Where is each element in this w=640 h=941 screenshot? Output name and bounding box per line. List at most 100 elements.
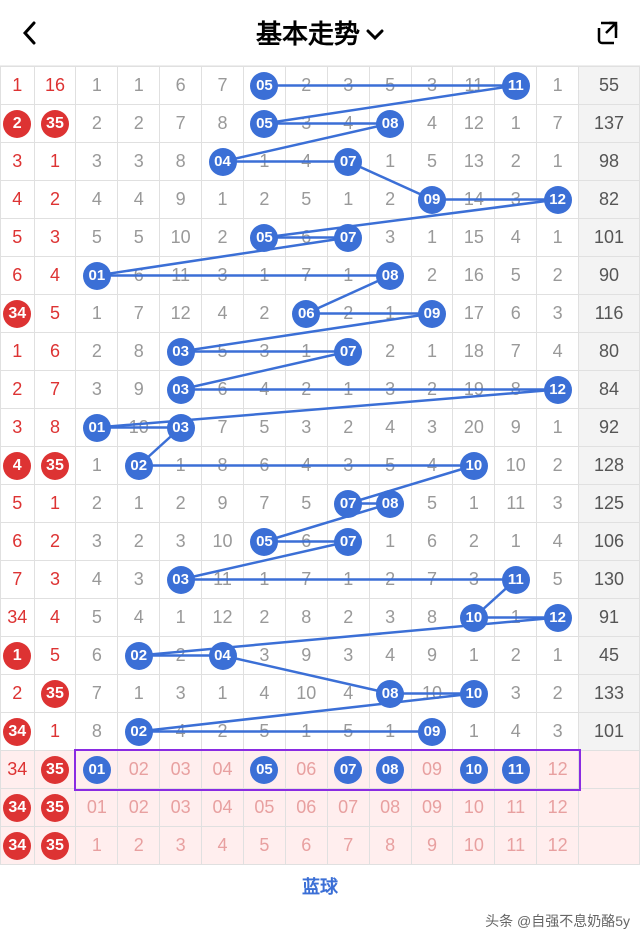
sum-cell: 101: [579, 219, 640, 257]
cell: 4: [76, 181, 118, 219]
cell: 05: [243, 789, 285, 827]
sum-cell: 84: [579, 371, 640, 409]
cell: 1: [243, 143, 285, 181]
cell: 05: [243, 751, 285, 789]
cell: 4: [76, 561, 118, 599]
title-text: 基本走势: [256, 14, 360, 51]
cell: 3: [243, 637, 285, 675]
cell: 2: [243, 295, 285, 333]
sum-cell: [579, 751, 640, 789]
cell: 12: [537, 751, 579, 789]
cell: 11: [160, 257, 202, 295]
cell: 3: [537, 295, 579, 333]
page-title[interactable]: 基本走势: [256, 14, 384, 51]
index-b: 35: [34, 675, 76, 713]
cell: 2: [285, 371, 327, 409]
cell: 1: [453, 485, 495, 523]
cell: 12: [160, 295, 202, 333]
cell: 10: [118, 409, 160, 447]
cell: 8: [495, 371, 537, 409]
index-a: 2: [1, 105, 35, 143]
share-button[interactable]: [580, 19, 620, 47]
cell: 4: [411, 105, 453, 143]
cell: 1: [537, 409, 579, 447]
cell: 07: [327, 143, 369, 181]
trend-table-wrap: 1161167052353111115523522780534084121713…: [0, 66, 640, 865]
cell: 1: [243, 257, 285, 295]
cell: 1: [411, 219, 453, 257]
cell: 3: [537, 485, 579, 523]
table-row: 11611670523531111155: [1, 67, 640, 105]
sum-cell: 98: [579, 143, 640, 181]
cell: 4: [285, 447, 327, 485]
index-b: 35: [34, 105, 76, 143]
table-row: 1628035310721187480: [1, 333, 640, 371]
cell: 1: [118, 67, 160, 105]
cell: 04: [202, 789, 244, 827]
cell: 5: [411, 143, 453, 181]
cell: 3: [285, 105, 327, 143]
cell: 7: [411, 561, 453, 599]
cell: 7: [537, 105, 579, 143]
cell: 16: [453, 257, 495, 295]
cell: 4: [160, 713, 202, 751]
cell: 1: [495, 105, 537, 143]
sum-cell: 82: [579, 181, 640, 219]
back-button[interactable]: [20, 19, 60, 47]
index-a: 5: [1, 485, 35, 523]
attribution: 头条 @自强不息奶酪5y: [0, 907, 640, 941]
cell: 8: [76, 713, 118, 751]
cell: 2: [76, 105, 118, 143]
index-b: 6: [34, 333, 76, 371]
cell: 8: [202, 447, 244, 485]
table-row: 34454112282381011291: [1, 599, 640, 637]
cell: 10: [453, 827, 495, 865]
index-b: 7: [34, 371, 76, 409]
cell: 4: [537, 333, 579, 371]
cell: 09: [411, 751, 453, 789]
cell: 3: [243, 333, 285, 371]
cell: 1: [76, 827, 118, 865]
index-b: 5: [34, 295, 76, 333]
cell: 7: [202, 409, 244, 447]
cell: 1: [285, 713, 327, 751]
table-row: 3451712420621091763116: [1, 295, 640, 333]
table-row: 4244912512091431282: [1, 181, 640, 219]
cell: 10: [160, 219, 202, 257]
cell: 3: [453, 561, 495, 599]
cell: 04: [202, 751, 244, 789]
cell: 3: [411, 67, 453, 105]
cell: 4: [285, 143, 327, 181]
trend-table: 1161167052353111115523522780534084121713…: [0, 66, 640, 865]
cell: 4: [118, 181, 160, 219]
index-a: 6: [1, 257, 35, 295]
cell: 3: [495, 181, 537, 219]
cell: 15: [453, 219, 495, 257]
cell: 07: [327, 751, 369, 789]
cell: 2: [369, 561, 411, 599]
index-a: 34: [1, 751, 35, 789]
cell: 8: [160, 143, 202, 181]
cell: 09: [411, 295, 453, 333]
index-a: 2: [1, 371, 35, 409]
sum-cell: 116: [579, 295, 640, 333]
cell: 6: [285, 827, 327, 865]
cell: 1: [495, 523, 537, 561]
cell: 07: [327, 219, 369, 257]
cell: 3: [160, 523, 202, 561]
cell: 5: [118, 219, 160, 257]
cell: 8: [369, 827, 411, 865]
cell: 2: [118, 105, 160, 143]
cell: 10: [453, 447, 495, 485]
cell: 1: [118, 675, 160, 713]
cell: 17: [453, 295, 495, 333]
index-a: 34: [1, 599, 35, 637]
cell: 5: [411, 485, 453, 523]
cell: 9: [495, 409, 537, 447]
cell: 13: [453, 143, 495, 181]
index-a: 4: [1, 447, 35, 485]
header: 基本走势: [0, 0, 640, 66]
cell: 04: [202, 143, 244, 181]
index-a: 3: [1, 143, 35, 181]
table-row: 435102186435410102128: [1, 447, 640, 485]
